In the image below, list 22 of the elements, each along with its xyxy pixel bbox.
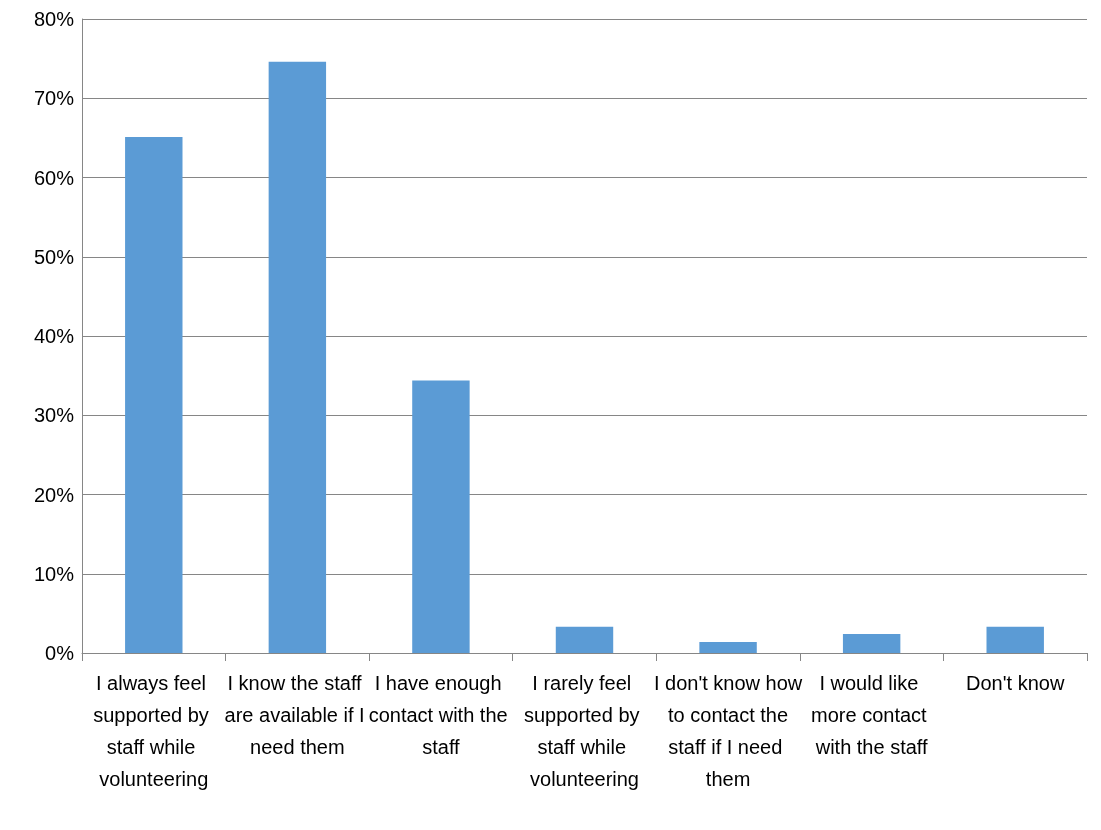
y-tick-label: 0% (45, 642, 75, 664)
bar (268, 61, 327, 653)
x-tick-label: I always feel supported by staff while volunteering (93, 672, 215, 790)
bar (412, 380, 470, 653)
bar (842, 633, 901, 653)
bar (986, 626, 1044, 653)
x-tick-label: I would like more contact with the staff (811, 672, 933, 758)
x-tick-label: Don't know (966, 672, 1065, 694)
y-tick-label: 70% (33, 87, 75, 110)
y-tick-label: 30% (33, 404, 75, 427)
y-tick-label: 40% (33, 325, 75, 347)
y-tick-label: 20% (33, 483, 75, 506)
y-tick-label: 50% (33, 245, 75, 268)
bar (555, 626, 614, 653)
x-tick-label: I have enough contact with the staff (368, 672, 514, 758)
y-tick-label: 10% (33, 562, 75, 585)
y-tick-label: 60% (33, 166, 75, 189)
x-tick-label: I rarely feel supported by staff while volunteering (523, 672, 646, 790)
y-tick-label: 80% (33, 8, 75, 30)
x-tick-label: I don't know how to contact the staff if I need them (653, 672, 803, 790)
bar (699, 641, 757, 653)
bar (125, 137, 183, 653)
